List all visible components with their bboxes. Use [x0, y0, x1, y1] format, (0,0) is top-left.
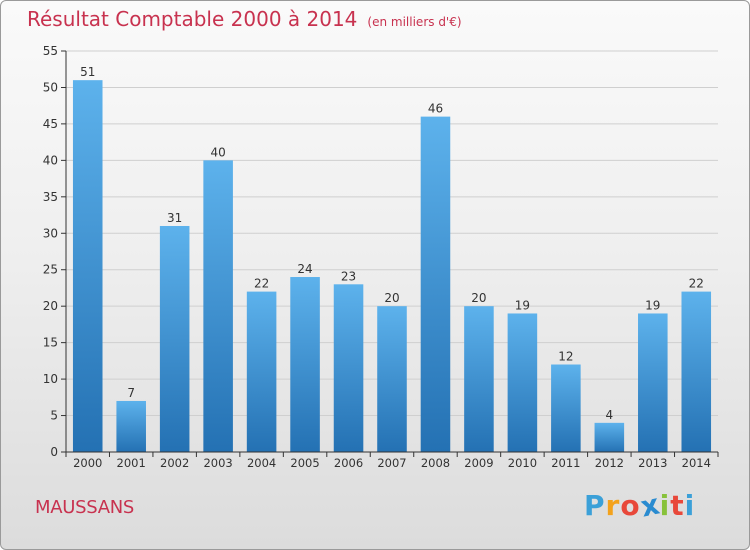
y-tick-label: 45: [43, 117, 58, 131]
x-tick-label: 2013: [638, 456, 667, 470]
x-tick-label: 2010: [508, 456, 537, 470]
data-label-2006: 23: [341, 269, 356, 283]
logo-letter: t: [670, 489, 685, 522]
x-tick-label: 2003: [203, 456, 232, 470]
data-label-2014: 22: [689, 277, 704, 291]
y-tick-label: 10: [43, 372, 58, 386]
data-label-2010: 19: [515, 298, 530, 312]
x-tick-label: 2001: [117, 456, 146, 470]
bar-2001: [116, 400, 146, 452]
x-tick-label: 2002: [160, 456, 189, 470]
logo-letter: r: [605, 489, 621, 522]
x-tick-label: 2007: [377, 456, 406, 470]
bars: 51 7 31 40 22 24 23 20 46 20 19 12 4 19 22: [72, 65, 712, 453]
y-tick-label: 30: [43, 226, 58, 240]
data-label-2005: 24: [297, 262, 312, 276]
x-tick-label: 2005: [290, 456, 319, 470]
axes: 0 5 10 15 20 25 30 35 40 45 50 55 2000 2001 2002 2003 20…: [43, 44, 719, 470]
bar-2003: [203, 160, 233, 452]
bar-2012: [594, 422, 625, 452]
commune-name: MAUSSANS: [35, 497, 135, 518]
data-label-2002: 31: [167, 211, 182, 225]
chart-title-block: Résultat Comptable 2000 à 2014 (en millie…: [27, 7, 462, 31]
x-tick-label: 2006: [334, 456, 363, 470]
data-label-2000: 51: [80, 65, 95, 79]
data-label-2001: 7: [127, 386, 135, 400]
x-tick-label: 2012: [595, 456, 624, 470]
y-tick-label: 15: [43, 336, 58, 350]
x-tick-label: 2004: [247, 456, 276, 470]
data-label-2003: 40: [210, 145, 225, 159]
bar-2010: [507, 313, 538, 452]
y-tick-label: 20: [43, 299, 58, 313]
bar-2006: [333, 284, 364, 452]
y-tick-label: 25: [43, 263, 58, 277]
data-label-2011: 12: [558, 350, 573, 364]
logo-letter: i: [684, 489, 696, 522]
y-tick-label: 0: [50, 445, 58, 459]
y-tick-label: 35: [43, 190, 58, 204]
data-label-2013: 19: [645, 298, 660, 312]
x-tick-label: 2014: [682, 456, 711, 470]
y-tick-label: 5: [50, 409, 58, 423]
data-label-2012: 4: [606, 408, 614, 422]
bar-2000: [72, 80, 103, 452]
chart-subtitle: (en milliers d'€): [367, 15, 462, 29]
y-tick-label: 55: [43, 44, 58, 58]
logo-letter: o: [620, 489, 641, 522]
data-label-2009: 20: [471, 291, 486, 305]
bar-2007: [377, 306, 407, 452]
data-label-2004: 22: [254, 277, 269, 291]
y-tick-label: 50: [43, 80, 58, 94]
bar-2014: [681, 291, 712, 452]
x-tick-label: 2009: [464, 456, 493, 470]
x-tick-label: 2000: [73, 456, 102, 470]
bar-2002: [159, 225, 190, 452]
bar-2013: [638, 313, 668, 452]
bar-2009: [464, 306, 494, 452]
bar-2004: [246, 291, 277, 452]
x-tick-label: 2011: [551, 456, 580, 470]
proxiti-logo: Proxiti: [584, 487, 696, 523]
logo-letter: i: [659, 489, 671, 522]
bar-2008: [420, 116, 451, 453]
data-label-2008: 46: [428, 102, 443, 116]
chart-title: Résultat Comptable 2000 à 2014: [27, 7, 358, 31]
logo-letter: P: [584, 489, 606, 522]
bar-2011: [551, 364, 581, 452]
data-label-2007: 20: [384, 291, 399, 305]
bar-2005: [290, 277, 320, 452]
y-tick-label: 40: [43, 153, 58, 167]
x-tick-label: 2008: [421, 456, 450, 470]
